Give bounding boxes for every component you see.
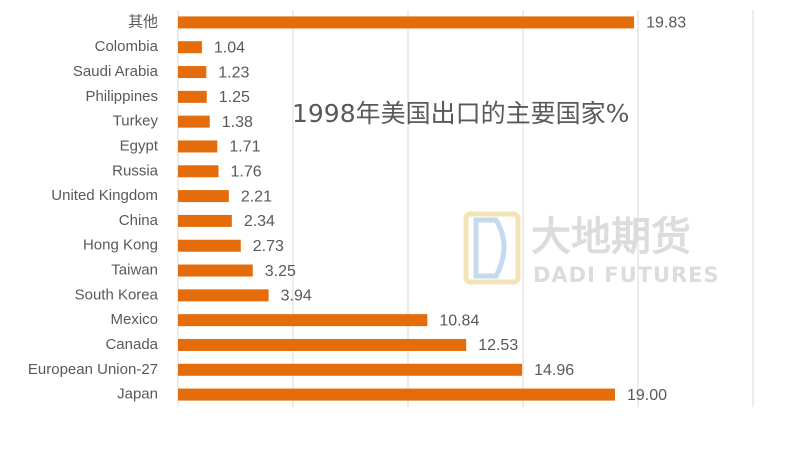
bar-14: [178, 363, 523, 376]
category-label-6: Russia: [112, 162, 159, 179]
value-label-6: 1.76: [230, 164, 261, 181]
value-label-5: 1.71: [229, 139, 260, 156]
value-label-10: 3.25: [265, 263, 296, 280]
category-label-12: Mexico: [110, 311, 158, 328]
bar-11: [178, 289, 269, 302]
category-label-3: Philippines: [85, 88, 158, 105]
value-label-9: 2.73: [253, 238, 284, 255]
bar-6: [178, 165, 219, 178]
category-label-11: South Korea: [75, 286, 159, 303]
category-label-1: Colombia: [95, 38, 159, 55]
bar-12: [178, 314, 428, 327]
chart-title: 1998年美国出口的主要国家%: [292, 99, 629, 128]
bar-10: [178, 264, 253, 277]
value-label-4: 1.38: [222, 114, 253, 131]
bar-4: [178, 115, 210, 128]
bar-9: [178, 239, 241, 252]
value-label-1: 1.04: [214, 39, 245, 56]
category-label-0: 其他: [128, 13, 158, 30]
category-label-7: United Kingdom: [51, 187, 158, 204]
bar-8: [178, 214, 232, 227]
watermark: 大地期货 DADI FUTURES: [463, 211, 720, 287]
category-label-10: Taiwan: [111, 262, 158, 279]
value-label-8: 2.34: [244, 213, 275, 230]
value-label-14: 14.96: [534, 362, 574, 379]
bar-0: [178, 16, 635, 29]
watermark-chinese: 大地期货: [531, 214, 691, 260]
category-label-14: European Union-27: [28, 361, 158, 378]
bar-1: [178, 41, 202, 54]
category-label-8: China: [119, 212, 159, 229]
value-label-0: 19.83: [646, 15, 686, 32]
category-label-4: Turkey: [113, 113, 159, 130]
value-label-2: 1.23: [218, 64, 249, 81]
bar-15: [178, 388, 615, 401]
bar-5: [178, 140, 218, 153]
category-label-5: Egypt: [120, 137, 159, 154]
bar-13: [178, 338, 467, 351]
category-labels: 其他 Colombia Saudi Arabia Philippines Turkey E…: [28, 13, 159, 402]
value-label-7: 2.21: [241, 188, 272, 205]
bar-3: [178, 90, 207, 103]
watermark-english: DADI FUTURES: [533, 263, 720, 287]
bar-2: [178, 66, 207, 79]
value-label-3: 1.25: [219, 89, 250, 106]
category-label-9: Hong Kong: [83, 237, 158, 254]
value-label-15: 19.00: [627, 387, 667, 404]
dadi-logo-icon: [463, 211, 521, 285]
category-label-15: Japan: [117, 386, 158, 403]
value-label-12: 10.84: [439, 312, 479, 329]
value-labels: 19.83 1.04 1.23 1.25 1.38 1.71 1.76 2.21 2.34 2.7…: [214, 15, 686, 404]
value-label-11: 3.94: [281, 288, 312, 305]
category-label-13: Canada: [105, 336, 158, 353]
category-label-2: Saudi Arabia: [73, 63, 159, 80]
value-label-13: 12.53: [478, 337, 518, 354]
bar-7: [178, 190, 229, 203]
bar-series: [178, 16, 635, 401]
